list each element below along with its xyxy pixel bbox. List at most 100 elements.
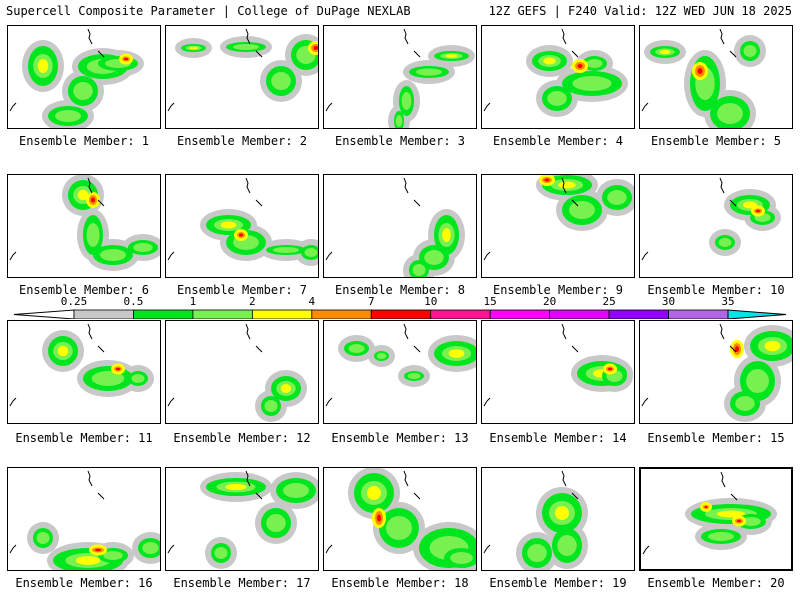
scp-contour-1 xyxy=(86,223,100,247)
colorbar-segment-4 xyxy=(311,309,372,320)
scp-contour-2 xyxy=(764,340,781,352)
scp-field-map xyxy=(483,470,588,570)
color-scale-bar xyxy=(13,309,787,320)
scp-contour-2 xyxy=(543,57,556,65)
coastline-fragment xyxy=(167,397,175,407)
colorbar-segment-7 xyxy=(489,309,551,320)
coastline-fragment xyxy=(325,251,333,261)
ensemble-member-map-6[interactable] xyxy=(7,174,161,278)
scp-contour-2 xyxy=(220,221,237,229)
colorbar-tick-label: 25 xyxy=(602,295,616,308)
coastline-fragment xyxy=(97,50,105,58)
ensemble-member-label: Ensemble Member: 16 xyxy=(15,576,153,590)
coastline-fragment xyxy=(571,50,579,58)
ensemble-member-map-11[interactable] xyxy=(7,320,161,424)
scp-contour-2 xyxy=(442,228,451,242)
scp-contour-7 xyxy=(124,57,128,61)
ensemble-member-map-17[interactable] xyxy=(165,467,319,571)
scp-contour-7 xyxy=(756,209,760,213)
coastline-island xyxy=(403,28,409,45)
ensemble-member-map-12[interactable] xyxy=(165,320,319,424)
coastline-island xyxy=(561,470,567,487)
colorbar-segment-5 xyxy=(370,309,432,320)
ensemble-member-label: Ensemble Member: 20 xyxy=(647,576,785,590)
scp-contour-1 xyxy=(547,91,567,106)
ensemble-member-map-16[interactable] xyxy=(7,467,161,571)
scp-contour-7 xyxy=(239,233,243,237)
scp-contour-7 xyxy=(544,178,550,182)
coastline-fragment xyxy=(97,345,105,353)
ensemble-member-label: Ensemble Member: 9 xyxy=(492,283,624,297)
scp-field-map xyxy=(167,177,318,266)
ensemble-member-map-13[interactable] xyxy=(323,320,477,424)
scp-contour-1 xyxy=(283,483,309,498)
scp-contour-1 xyxy=(103,551,123,560)
scp-field-map xyxy=(9,175,160,271)
coastline-island xyxy=(719,28,725,45)
scp-contour-2 xyxy=(367,486,381,500)
ensemble-member-label: Ensemble Member: 17 xyxy=(173,576,311,590)
scp-contour-1 xyxy=(233,44,259,50)
colorbar-overflow-triangle xyxy=(727,309,787,320)
ensemble-member-map-9[interactable] xyxy=(481,174,635,278)
ensemble-member-map-19[interactable] xyxy=(481,467,635,571)
coastline-fragment xyxy=(483,102,491,112)
scp-contour-2 xyxy=(743,201,757,209)
scp-contour-2 xyxy=(659,49,671,55)
coastline-island xyxy=(245,28,251,45)
coastline-island xyxy=(561,177,567,194)
colorbar-underflow-triangle xyxy=(13,309,75,320)
scp-field-map xyxy=(325,468,476,570)
coastline-fragment xyxy=(642,545,650,555)
ensemble-member-label: Ensemble Member: 18 xyxy=(331,576,469,590)
ensemble-member-label: Ensemble Member: 2 xyxy=(176,134,308,148)
ensemble-member-map-14[interactable] xyxy=(481,320,635,424)
coastline-fragment xyxy=(325,102,333,112)
ensemble-member-map-10[interactable] xyxy=(639,174,793,278)
coastline-fragment xyxy=(729,345,737,353)
coastline-fragment xyxy=(9,102,17,112)
colorbar-tick-label: 35 xyxy=(721,295,735,308)
run-info: 12Z GEFS | F240 Valid: 12Z WED JUN 18 20… xyxy=(488,4,792,18)
scp-contour-1 xyxy=(607,190,627,205)
colorbar-tick-label: 0.5 xyxy=(123,295,144,308)
ensemble-member-map-1[interactable] xyxy=(7,25,161,129)
scp-contour-2 xyxy=(448,349,465,358)
colorbar-segment-3 xyxy=(251,309,313,320)
coastline-fragment xyxy=(571,345,579,353)
ensemble-member-label: Ensemble Member: 19 xyxy=(489,576,627,590)
ensemble-member-map-15[interactable] xyxy=(639,320,793,424)
coastline-island xyxy=(87,177,93,194)
scp-contour-1 xyxy=(718,238,732,247)
scp-field-map xyxy=(325,177,465,277)
scp-field-map xyxy=(641,28,766,128)
coastline-island xyxy=(561,323,567,340)
ensemble-member-map-20[interactable] xyxy=(639,467,793,571)
scp-contour-1 xyxy=(746,369,769,393)
colorbar-segment-1 xyxy=(133,309,194,320)
ensemble-member-map-4[interactable] xyxy=(481,25,635,129)
ensemble-member-map-18[interactable] xyxy=(323,467,477,571)
ensemble-member-label: Ensemble Member: 12 xyxy=(173,431,311,445)
scp-field-map xyxy=(9,470,160,570)
color-scale-legend xyxy=(0,295,800,320)
scp-contour-7 xyxy=(116,367,120,371)
ensemble-member-map-7[interactable] xyxy=(165,174,319,278)
scp-contour-1 xyxy=(743,45,757,57)
coastline-fragment xyxy=(255,199,263,207)
page-title: Supercell Composite Parameter | College … xyxy=(6,4,411,18)
ensemble-member-map-5[interactable] xyxy=(639,25,793,129)
ensemble-member-map-8[interactable] xyxy=(323,174,477,278)
ensemble-member-map-3[interactable] xyxy=(323,25,477,129)
scp-contour-7 xyxy=(737,519,741,523)
scp-contour-1 xyxy=(131,374,145,383)
ensemble-member-label: Ensemble Member: 4 xyxy=(492,134,624,148)
scp-contour-7 xyxy=(95,548,101,552)
scp-field-map xyxy=(9,28,144,128)
scp-contour-1 xyxy=(424,250,444,265)
coastline-fragment xyxy=(641,397,649,407)
scp-contour-2 xyxy=(75,556,101,565)
ensemble-member-map-2[interactable] xyxy=(165,25,319,129)
scp-contour-1 xyxy=(133,243,153,252)
coastline-fragment xyxy=(413,199,421,207)
